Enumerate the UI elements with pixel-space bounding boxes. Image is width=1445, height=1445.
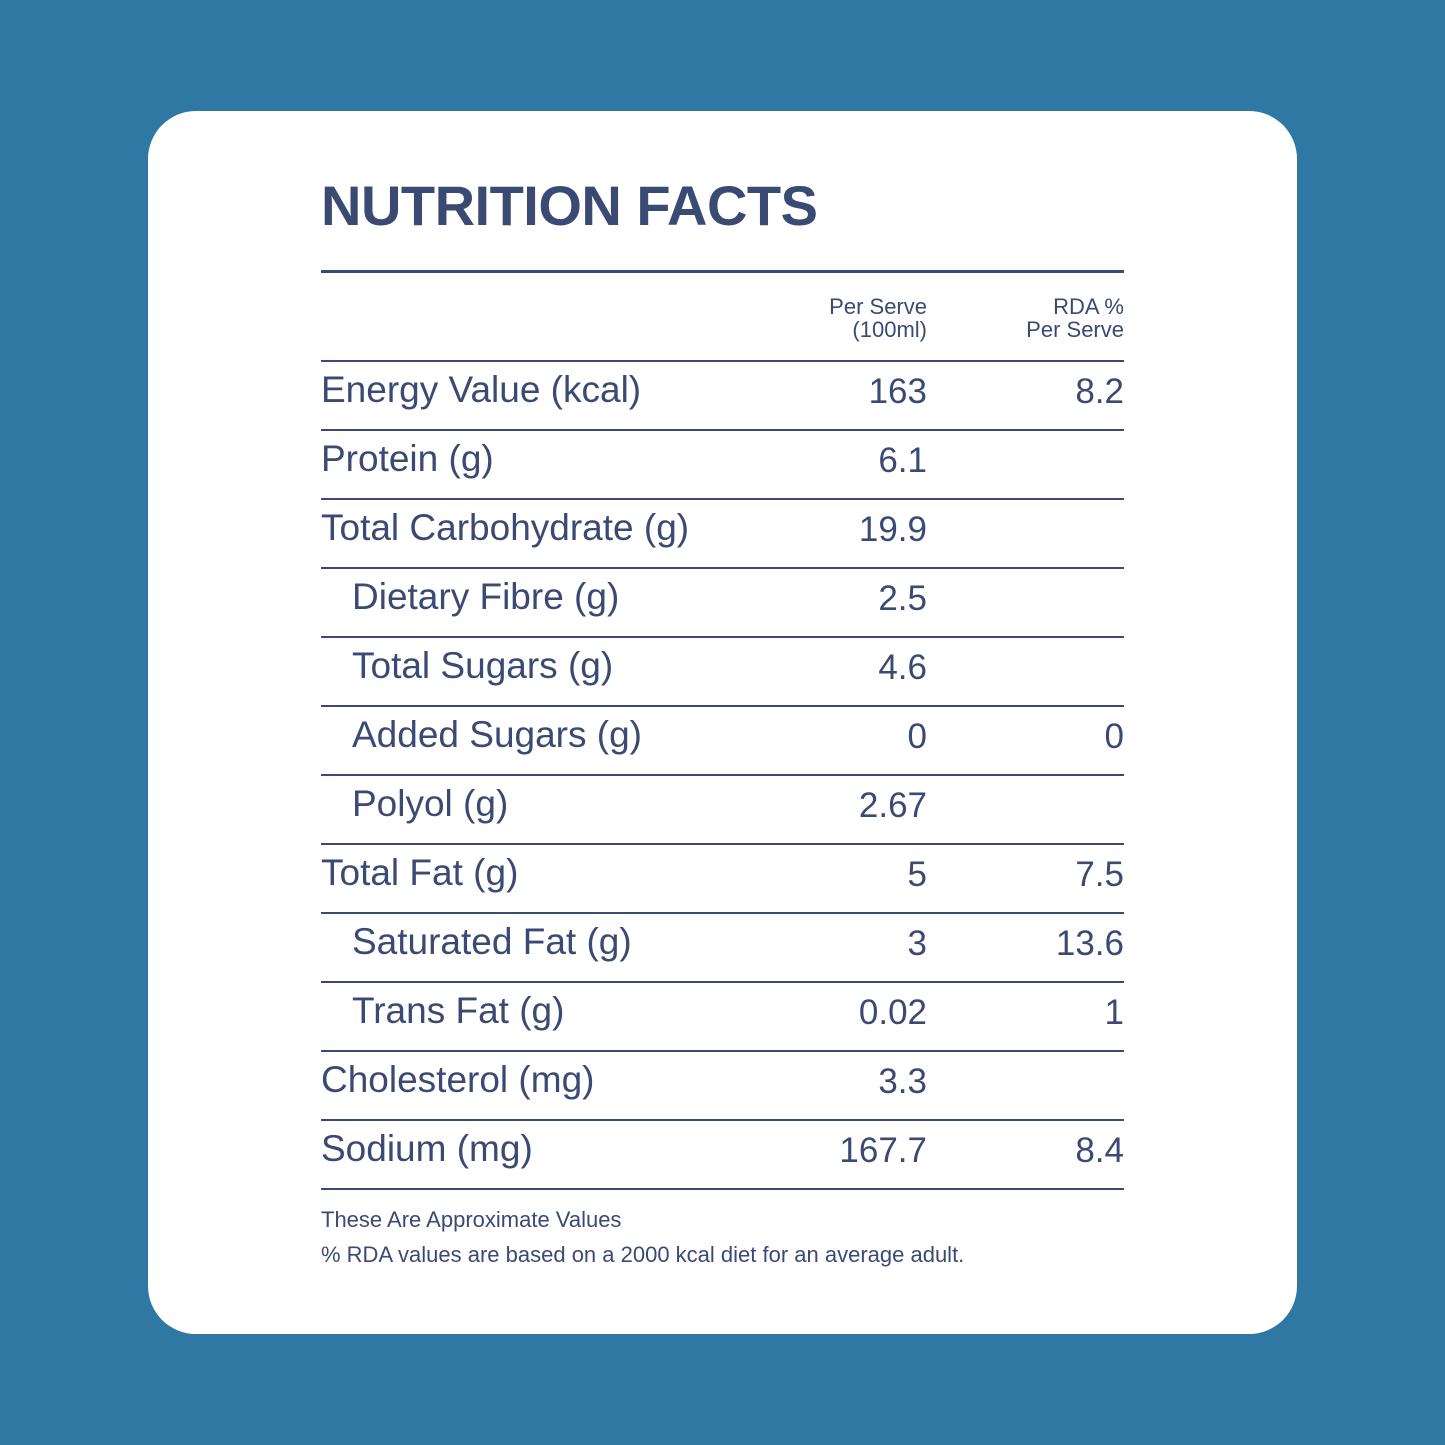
rda-value: 13.6 xyxy=(1055,924,1124,963)
nutrient-label: Saturated Fat (g) xyxy=(352,921,632,962)
table-row: Cholesterol (mg) 3.3 xyxy=(321,1050,1124,1119)
per-serve-value: 167.7 xyxy=(839,1131,927,1170)
per-serve-value: 6.1 xyxy=(878,441,927,480)
rda-header-line-2: Per Serve xyxy=(1026,317,1124,342)
table-row: Dietary Fibre (g) 2.5 xyxy=(321,567,1124,636)
page-title: NUTRITION FACTS xyxy=(321,174,818,237)
nutrient-label: Total Carbohydrate (g) xyxy=(321,507,690,548)
per-serve-value: 5 xyxy=(907,855,927,894)
nutrient-label: Protein (g) xyxy=(321,438,494,479)
per-serve-header-line-2: (100ml) xyxy=(852,317,927,342)
table-row: Total Fat (g) 5 7.5 xyxy=(321,843,1124,912)
nutrient-label: Polyol (g) xyxy=(352,783,509,824)
per-serve-value: 0 xyxy=(907,717,927,756)
per-serve-value: 19.9 xyxy=(858,510,927,549)
rda-header-line-1: RDA % xyxy=(1053,294,1124,319)
table-row: Total Carbohydrate (g) 19.9 xyxy=(321,498,1124,567)
nutrition-table: Energy Value (kcal) 163 8.2 Protein (g) 6.1 T… xyxy=(321,360,1124,1190)
nutrient-label: Sodium (mg) xyxy=(321,1128,533,1169)
table-row: Polyol (g) 2.67 xyxy=(321,774,1124,843)
approximate-values-note: These Are Approximate Values xyxy=(321,1207,622,1232)
table-row: Trans Fat (g) 0.02 1 xyxy=(321,981,1124,1050)
nutrient-label: Added Sugars (g) xyxy=(352,714,643,755)
per-serve-column-header: Per Serve (100ml) xyxy=(829,295,927,341)
per-serve-value: 3 xyxy=(907,924,927,963)
table-row: Added Sugars (g) 0 0 xyxy=(321,705,1124,774)
rda-value: 1 xyxy=(1104,993,1124,1032)
nutrient-label: Total Fat (g) xyxy=(321,852,519,893)
per-serve-value: 0.02 xyxy=(858,993,927,1032)
table-row: Protein (g) 6.1 xyxy=(321,429,1124,498)
table-row: Sodium (mg) 167.7 8.4 xyxy=(321,1119,1124,1190)
nutrient-label: Cholesterol (mg) xyxy=(321,1059,595,1100)
nutrient-label: Trans Fat (g) xyxy=(352,990,565,1031)
per-serve-value: 3.3 xyxy=(878,1062,927,1101)
rda-value: 0 xyxy=(1104,717,1124,756)
rda-basis-note: % RDA values are based on a 2000 kcal di… xyxy=(321,1242,965,1267)
rda-value: 7.5 xyxy=(1075,855,1124,894)
rda-value: 8.2 xyxy=(1075,372,1124,411)
table-row: Energy Value (kcal) 163 8.2 xyxy=(321,360,1124,429)
table-row: Saturated Fat (g) 3 13.6 xyxy=(321,912,1124,981)
per-serve-value: 4.6 xyxy=(878,648,927,687)
nutrient-label: Dietary Fibre (g) xyxy=(352,576,620,617)
per-serve-value: 163 xyxy=(868,372,927,411)
rda-value: 8.4 xyxy=(1075,1131,1124,1170)
nutrient-label: Energy Value (kcal) xyxy=(321,369,642,410)
per-serve-value: 2.5 xyxy=(878,579,927,618)
per-serve-header-line-1: Per Serve xyxy=(829,294,927,319)
table-row: Total Sugars (g) 4.6 xyxy=(321,636,1124,705)
per-serve-value: 2.67 xyxy=(858,786,927,825)
title-divider xyxy=(321,270,1124,273)
rda-column-header: RDA % Per Serve xyxy=(1026,295,1124,341)
nutrition-card: NUTRITION FACTS Per Serve (100ml) RDA % … xyxy=(148,111,1297,1334)
nutrient-label: Total Sugars (g) xyxy=(352,645,614,686)
